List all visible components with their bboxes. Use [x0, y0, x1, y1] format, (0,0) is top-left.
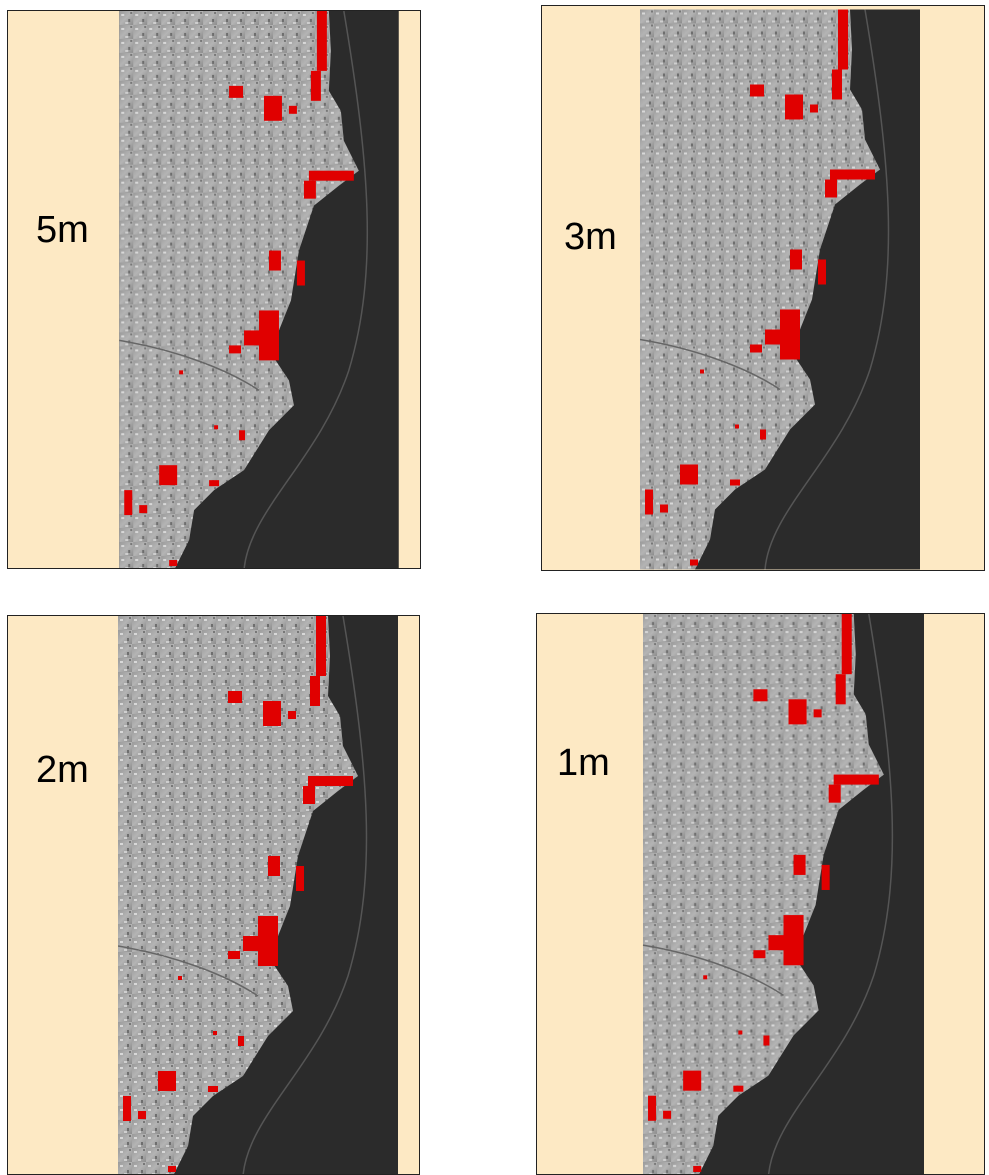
map-panel: 1m [536, 613, 985, 1175]
satellite-image [640, 9, 920, 570]
panel-label: 1m [557, 742, 610, 785]
satellite-image [118, 616, 398, 1175]
map-panel: 3m [541, 5, 985, 571]
satellite-image [641, 614, 926, 1175]
page: {"panels": [{"label": "5m"}, {"label": "… [0, 0, 989, 1164]
satellite-image [119, 11, 399, 569]
map-panel: 5m [7, 10, 421, 569]
map-panel: 2m [7, 615, 420, 1175]
panel-label: 2m [36, 749, 89, 792]
panel-label: 5m [36, 209, 89, 252]
panel-label: 3m [564, 216, 617, 259]
